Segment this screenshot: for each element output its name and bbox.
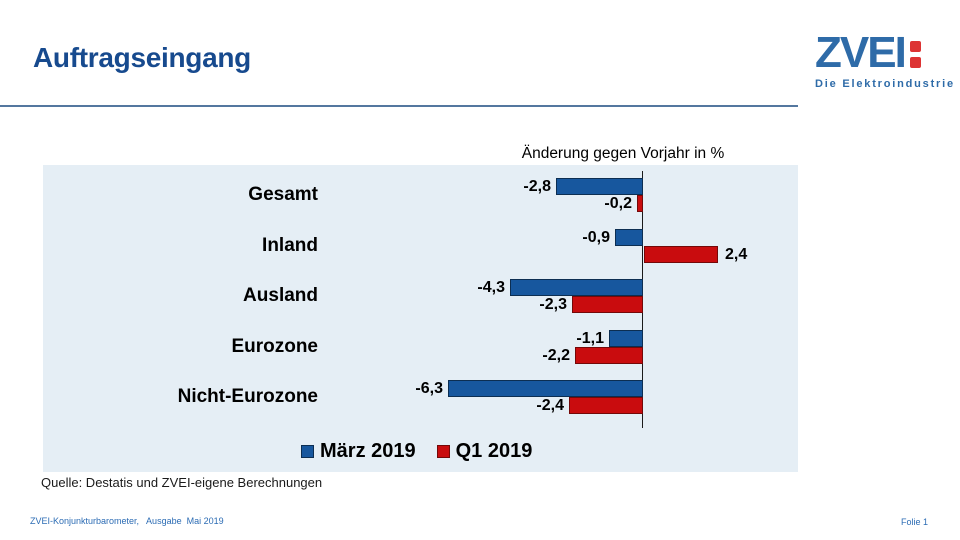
bar-q1 bbox=[644, 246, 718, 263]
logo-colon-dot-top bbox=[909, 41, 921, 52]
bar-value-label: -4,3 bbox=[477, 279, 505, 296]
footer-document-name: ZVEI-Konjunkturbarometer, Ausgabe Mai 20… bbox=[30, 516, 224, 526]
bar-maerz bbox=[609, 330, 643, 347]
bar-value-label: -2,2 bbox=[542, 347, 570, 364]
bar-value-label: -1,1 bbox=[576, 330, 604, 347]
chart-legend: März 2019 Q1 2019 bbox=[301, 441, 532, 461]
category-label: Eurozone bbox=[231, 336, 318, 357]
legend-label-maerz: März 2019 bbox=[320, 440, 416, 462]
bar-value-label: -2,3 bbox=[539, 296, 567, 313]
bar-q1 bbox=[572, 296, 643, 313]
page-title: Auftragseingang bbox=[33, 42, 251, 73]
logo-wordmark: ZVEI bbox=[815, 28, 907, 77]
source-note: Quelle: Destatis und ZVEI-eigene Berechn… bbox=[41, 475, 323, 490]
bar-maerz bbox=[510, 279, 643, 296]
bar-value-label: -6,3 bbox=[415, 380, 443, 397]
bar-value-label: -0,9 bbox=[582, 229, 610, 246]
chart-title: Änderung gegen Vorjahr in % bbox=[521, 145, 725, 162]
bar-value-label: -2,4 bbox=[536, 397, 564, 414]
logo-wordmark-row: ZVEI bbox=[815, 28, 945, 77]
legend-swatch-maerz bbox=[301, 444, 314, 458]
category-label: Nicht-Eurozone bbox=[177, 386, 318, 407]
footer-page-number: Folie 1 bbox=[900, 517, 928, 527]
bar-value-label: 2,4 bbox=[725, 246, 748, 263]
logo-tagline: Die Elektroindustrie bbox=[815, 78, 955, 90]
bar-value-label: -0,2 bbox=[604, 195, 632, 212]
logo-colon-icon bbox=[909, 41, 921, 68]
legend-item-q1: Q1 2019 bbox=[436, 440, 533, 462]
bar-q1 bbox=[575, 347, 643, 364]
category-label: Inland bbox=[262, 235, 318, 256]
logo-colon-dot-bottom bbox=[909, 57, 921, 68]
zvei-logo: ZVEI Die Elektroindustrie bbox=[815, 28, 955, 91]
chart-plot-background bbox=[43, 165, 798, 472]
bar-maerz bbox=[615, 229, 643, 246]
bar-maerz bbox=[556, 178, 643, 195]
category-label: Ausland bbox=[243, 285, 318, 306]
bar-q1 bbox=[569, 397, 643, 414]
legend-label-q1: Q1 2019 bbox=[455, 440, 533, 462]
title-separator-line bbox=[0, 105, 798, 107]
legend-swatch-q1 bbox=[436, 444, 450, 458]
category-label: Gesamt bbox=[248, 184, 318, 205]
bar-q1 bbox=[637, 195, 643, 212]
bar-value-label: -2,8 bbox=[523, 178, 551, 195]
bar-maerz bbox=[448, 380, 643, 397]
legend-item-maerz: März 2019 bbox=[301, 441, 416, 461]
